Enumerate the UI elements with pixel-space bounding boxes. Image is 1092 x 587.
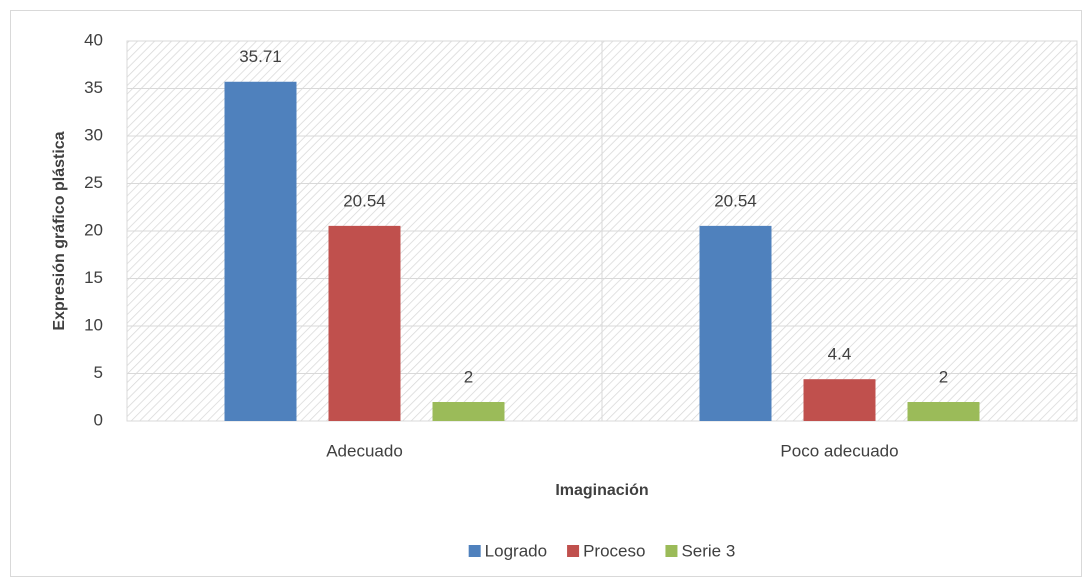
y-tick-label: 30 (84, 125, 103, 144)
legend-label: Serie 3 (681, 541, 735, 560)
y-tick-label: 35 (84, 78, 103, 97)
data-label: 4.4 (828, 345, 852, 364)
y-tick-label: 25 (84, 173, 103, 192)
legend-label: Logrado (485, 541, 547, 560)
x-tick-label: Poco adecuado (780, 441, 898, 460)
legend-swatch (567, 545, 580, 557)
bar (699, 225, 772, 421)
y-axis-title: Expresión gráfico plástica (51, 131, 68, 330)
y-tick-label: 0 (94, 410, 103, 429)
legend-swatch (468, 545, 481, 557)
bar (432, 402, 505, 421)
bar (328, 225, 401, 421)
y-tick-label: 5 (94, 363, 103, 382)
y-tick-label: 15 (84, 268, 103, 287)
legend-label: Proceso (583, 541, 645, 560)
data-label: 2 (939, 367, 948, 386)
bar (907, 402, 980, 421)
data-label: 2 (464, 367, 473, 386)
bar (224, 81, 297, 421)
x-axis-title: Imaginación (555, 482, 648, 499)
data-label: 20.54 (343, 191, 386, 210)
y-tick-label: 10 (84, 315, 103, 334)
data-label: 20.54 (714, 191, 757, 210)
x-tick-label: Adecuado (326, 441, 403, 460)
data-label: 35.71 (239, 47, 282, 66)
y-tick-label: 20 (84, 220, 103, 239)
y-tick-label: 40 (84, 30, 103, 49)
legend-swatch (665, 545, 678, 557)
bar (803, 379, 876, 421)
